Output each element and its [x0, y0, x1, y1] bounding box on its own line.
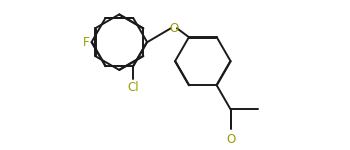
- Text: O: O: [169, 22, 178, 35]
- Text: Cl: Cl: [127, 81, 139, 94]
- Text: O: O: [226, 133, 235, 146]
- Text: F: F: [83, 36, 89, 49]
